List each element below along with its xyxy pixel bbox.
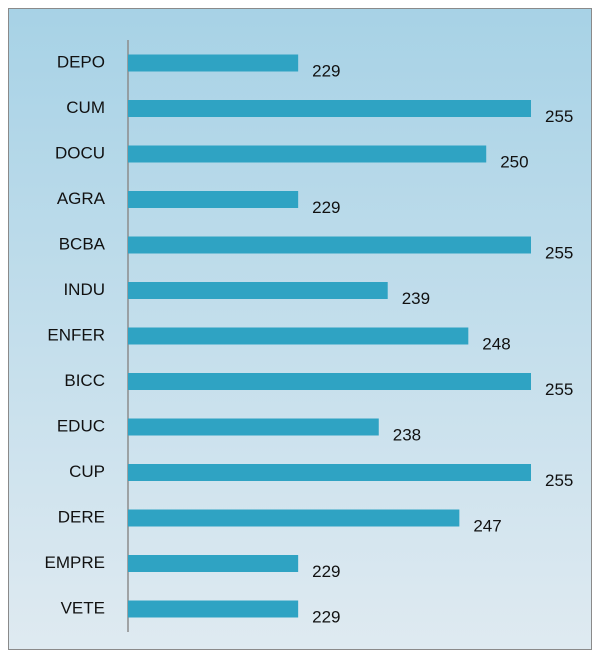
category-label: DOCU — [55, 143, 105, 162]
category-label: BCBA — [59, 234, 106, 253]
bar — [128, 236, 531, 254]
category-label: EDUC — [57, 416, 105, 435]
bar — [128, 282, 388, 299]
bar — [128, 464, 531, 481]
value-label: 247 — [473, 516, 501, 535]
category-label: CUP — [69, 462, 105, 481]
bar — [128, 191, 299, 208]
value-label: 239 — [402, 289, 430, 308]
bar — [128, 555, 299, 572]
bar — [128, 600, 299, 618]
category-label: BICC — [64, 371, 105, 390]
bar — [128, 327, 469, 345]
value-label: 255 — [545, 471, 573, 490]
category-label: CUM — [66, 98, 105, 117]
bar — [128, 373, 531, 390]
category-label: ENFER — [47, 325, 105, 344]
value-label: 255 — [545, 380, 573, 399]
value-label: 255 — [545, 107, 573, 126]
category-label: INDU — [63, 280, 105, 299]
category-label: EMPRE — [45, 553, 105, 572]
value-label: 229 — [312, 198, 340, 217]
bar — [128, 100, 531, 117]
value-label: 238 — [393, 425, 421, 444]
category-label: AGRA — [57, 189, 106, 208]
value-label: 250 — [500, 152, 528, 171]
bar — [128, 54, 299, 72]
value-label: 229 — [312, 607, 340, 626]
category-label: DEPO — [57, 52, 105, 71]
bar — [128, 418, 379, 436]
value-label: 229 — [312, 61, 340, 80]
value-label: 229 — [312, 562, 340, 581]
value-label: 255 — [545, 243, 573, 262]
bar — [128, 509, 460, 527]
category-label: DERE — [58, 507, 105, 526]
category-label: VETE — [61, 598, 105, 617]
value-label: 248 — [482, 334, 510, 353]
bar — [128, 145, 487, 163]
